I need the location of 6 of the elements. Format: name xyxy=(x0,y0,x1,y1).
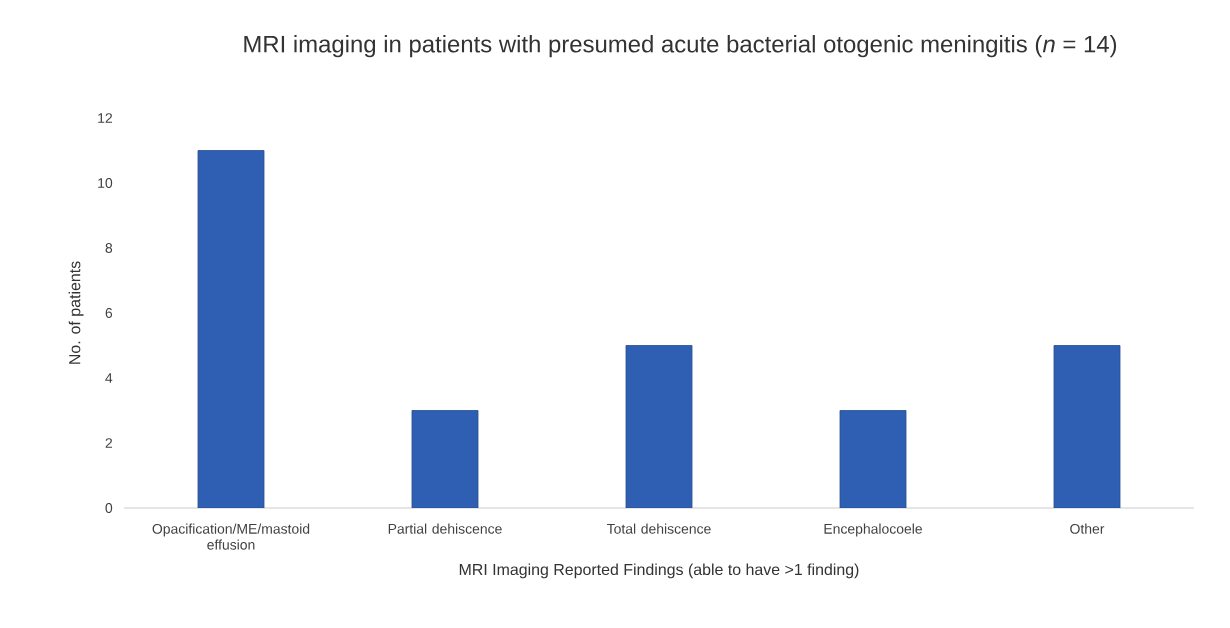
bar xyxy=(625,345,693,508)
bar xyxy=(411,410,479,508)
bar xyxy=(839,410,907,508)
bar xyxy=(197,150,265,508)
chart-title: MRI imaging in patients with presumed acute bacterial otogenic meningitis (n = 14) xyxy=(244,35,1117,58)
bar xyxy=(1053,345,1121,508)
